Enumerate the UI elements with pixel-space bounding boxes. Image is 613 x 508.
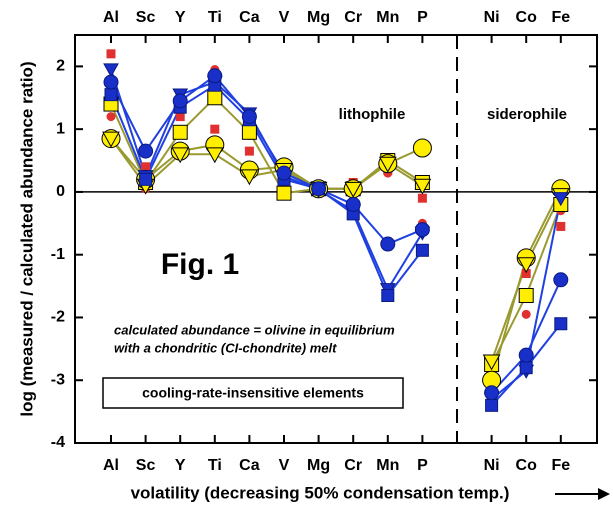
marker [415, 243, 429, 257]
marker [311, 181, 327, 197]
x-tick-label: Ca [239, 457, 260, 474]
marker [345, 196, 361, 212]
marker [207, 90, 223, 106]
x-tick-label: V [279, 9, 290, 26]
marker [482, 354, 501, 371]
marker [241, 109, 257, 125]
marker [521, 309, 531, 319]
marker [518, 347, 534, 363]
marker [412, 138, 432, 158]
marker [106, 112, 116, 122]
y-tick-label: 1 [56, 120, 65, 137]
marker [485, 398, 499, 412]
marker [241, 124, 257, 140]
annotation: with a chondritic (CI-chondrite) melt [114, 340, 337, 355]
x-tick-label: Mn [376, 457, 399, 474]
marker [276, 185, 292, 201]
x-tick-label: Y [175, 457, 186, 474]
marker [103, 63, 119, 78]
x-tick-label: P [417, 9, 428, 26]
x-tick-label: Co [516, 457, 538, 474]
marker [141, 162, 151, 172]
marker [484, 385, 500, 401]
x-tick-label: Mg [307, 9, 330, 26]
marker [172, 93, 188, 109]
annotation: calculated abundance = olivine in equili… [114, 322, 395, 337]
x-tick-label: Fe [551, 457, 570, 474]
x-tick-label: Sc [136, 9, 156, 26]
x-tick-label: Co [516, 9, 538, 26]
marker [210, 124, 220, 134]
marker [344, 181, 363, 198]
arrow [555, 488, 610, 500]
marker [378, 156, 397, 173]
marker [554, 317, 568, 331]
marker [417, 193, 427, 203]
y-tick-label: -4 [51, 434, 65, 451]
x-tick-label: Ni [484, 9, 500, 26]
x-tick-label: Ti [208, 9, 222, 26]
marker [106, 49, 116, 59]
marker [240, 169, 259, 186]
marker [171, 147, 190, 164]
x-tick-label: Cr [344, 457, 362, 474]
plot-frame [74, 34, 598, 444]
marker [205, 147, 224, 164]
marker [175, 112, 185, 122]
x-tick-label: Y [175, 9, 186, 26]
marker [519, 361, 533, 375]
x-axis-label: volatility (decreasing 50% condensation … [131, 483, 510, 502]
x-tick-label: V [279, 457, 290, 474]
x-tick-label: Ca [239, 9, 260, 26]
marker [103, 74, 119, 90]
x-tick-label: Cr [344, 9, 362, 26]
marker [139, 172, 153, 186]
marker [276, 165, 292, 181]
annotation: siderophile [487, 106, 567, 123]
marker [380, 236, 396, 252]
x-tick-label: Sc [136, 457, 156, 474]
marker [102, 131, 120, 148]
y-tick-label: 2 [56, 58, 65, 75]
x-tick-label: Ni [484, 457, 500, 474]
x-tick-label: Mn [376, 9, 399, 26]
marker [552, 192, 569, 207]
x-tick-label: Al [103, 9, 119, 26]
marker [244, 146, 254, 156]
marker [172, 124, 188, 140]
y-axis-label: log (measured / calculated abundance rat… [17, 61, 36, 416]
chart-title: Fig. 1 [161, 248, 239, 281]
marker [556, 221, 566, 231]
marker [518, 287, 534, 303]
annotation: lithophile [339, 106, 406, 123]
x-tick-label: P [417, 457, 428, 474]
annotation-box [102, 377, 404, 409]
x-tick-label: Ti [208, 457, 222, 474]
marker [104, 88, 118, 102]
y-tick-label: 0 [56, 183, 65, 200]
y-tick-label: -2 [51, 309, 65, 326]
y-tick-label: -3 [51, 371, 65, 388]
annotation: cooling-rate-insensitive elements [142, 385, 364, 401]
x-tick-label: Fe [551, 9, 570, 26]
marker [553, 272, 569, 288]
x-tick-label: Mg [307, 457, 330, 474]
marker [138, 143, 154, 159]
marker [414, 222, 430, 238]
marker [207, 68, 223, 84]
marker [413, 178, 432, 195]
x-tick-label: Al [103, 457, 119, 474]
marker [517, 257, 536, 274]
y-tick-label: -1 [51, 246, 65, 263]
marker [381, 288, 395, 302]
